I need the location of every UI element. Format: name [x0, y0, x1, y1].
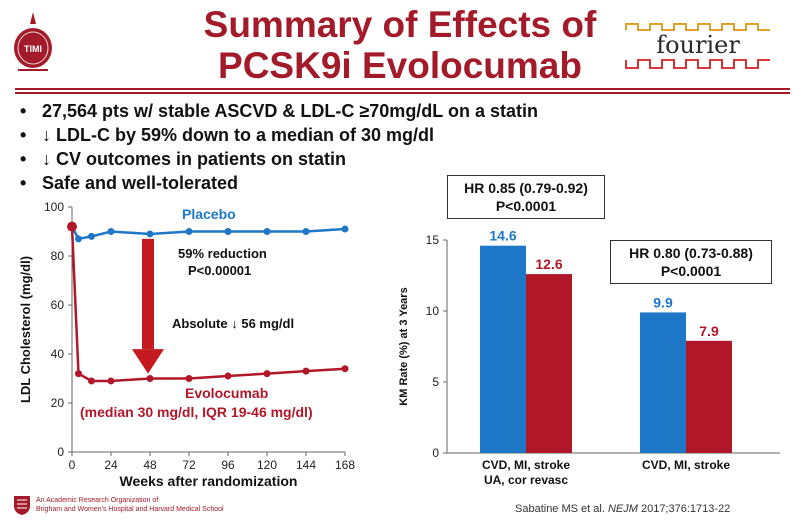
fourier-logo: fourier	[625, 23, 770, 69]
x-tick-label: 168	[335, 458, 355, 472]
bullet-item: • ↓ CV outcomes in patients on statin	[20, 149, 347, 169]
category-label: CVD, MI, stroke	[642, 458, 730, 472]
series-line-evolocumab	[70, 226, 346, 383]
y-tick-label: 10	[426, 304, 440, 318]
bar-1-0	[640, 312, 686, 453]
series-point-evolocumab	[341, 365, 349, 373]
y-tick-label: 20	[51, 396, 65, 410]
reduction-arrow-head	[132, 349, 164, 374]
y-tick-label: 5	[432, 375, 439, 389]
hr-box-primary-hr: HR 0.85 (0.79-0.92)	[464, 180, 588, 196]
bar-0-0	[480, 245, 526, 453]
placebo-label: Placebo	[182, 206, 236, 222]
series-point-placebo	[263, 228, 271, 235]
x-tick-label: 24	[104, 458, 118, 472]
evolocumab-sublabel: (median 30 mg/dl, IQR 19-46 mg/dl)	[80, 404, 313, 420]
x-tick-label: 144	[296, 458, 316, 472]
series-point-evolocumab	[224, 372, 232, 380]
series-point-evolocumab	[185, 375, 193, 382]
footer-organization: An Academic Research Organization of Bri…	[36, 497, 224, 513]
y-tick-label: 60	[51, 298, 65, 312]
series-point-evolocumab	[107, 377, 115, 385]
fourier-logo-text: fourier	[656, 31, 740, 59]
y-axis-label: LDL Cholesterol (mg/dl)	[18, 256, 33, 403]
bullet-list: • 27,564 pts w/ stable ASCVD & LDL-C ≥70m…	[20, 99, 538, 195]
x-tick-label: 120	[257, 458, 277, 472]
title-rule-top	[15, 88, 790, 90]
x-tick-label: 48	[143, 458, 157, 472]
slide-title-line-2: PCSK9i Evolocumab	[218, 45, 582, 86]
series-point-placebo	[88, 232, 95, 240]
bar-value-label: 7.9	[699, 323, 719, 339]
reduction-label: 59% reduction	[178, 246, 267, 261]
y-tick-label: 40	[51, 347, 65, 361]
series-point-evolocumab	[263, 370, 271, 378]
absolute-label: Absolute ↓ 56 mg/dl	[172, 316, 294, 331]
evolocumab-label: Evolocumab	[185, 385, 268, 401]
reduction-p-label: P<0.00001	[188, 263, 251, 278]
x-axis-label: Weeks after randomization	[120, 473, 298, 489]
bar-0-1	[526, 274, 572, 453]
km-rate-bar-chart: 0 5 10 15 KM Rate (%) at 3 Years CVD, MI, str…	[398, 228, 780, 487]
series-point-placebo	[75, 235, 82, 243]
series-line-placebo	[70, 226, 346, 241]
title-rule-bottom	[15, 92, 790, 94]
bar-1-1	[686, 340, 732, 453]
harvard-shield-icon	[14, 496, 30, 515]
hr-box-secondary: HR 0.80 (0.73-0.88) P<0.0001	[610, 240, 772, 284]
y-tick-label: 15	[426, 233, 440, 247]
y-tick-label: 0	[432, 446, 439, 460]
y-tick-label: 0	[57, 445, 64, 459]
series-point-evolocumab	[302, 367, 310, 375]
series-point-placebo	[146, 230, 154, 238]
hr-box-secondary-hr: HR 0.80 (0.73-0.88)	[629, 245, 753, 261]
y-tick-label: 100	[44, 200, 64, 214]
hr-box-primary: HR 0.85 (0.79-0.92) P<0.0001	[447, 175, 605, 219]
bullet-item: • 27,564 pts w/ stable ASCVD & LDL-C ≥70m…	[20, 101, 538, 121]
hr-box-primary-p: P<0.0001	[495, 198, 557, 214]
slide-title-line-1: Summary of Effects of	[203, 4, 597, 45]
bullet-item: • ↓ LDL-C by 59% down to a median of 30 m…	[20, 125, 435, 145]
series-point-evolocumab	[146, 375, 154, 382]
bullet-item: • Safe and well-tolerated	[20, 173, 239, 193]
hr-box-secondary-p: P<0.0001	[660, 263, 722, 279]
reduction-arrow-shaft	[142, 238, 154, 350]
series-point-placebo	[185, 228, 193, 235]
bar-value-label: 14.6	[489, 228, 516, 244]
timi-logo-text: TIMI	[24, 44, 42, 54]
series-point-evolocumab	[88, 377, 95, 385]
x-tick-label: 0	[69, 458, 76, 472]
baseline-point	[67, 221, 77, 232]
ldl-line-chart: 0 20 40 60 80 100 0 24 48 72 96 120 144 168 Weeks afte…	[18, 200, 355, 489]
category-label: UA, cor revasc	[484, 473, 568, 487]
series-point-placebo	[302, 228, 310, 235]
bar-value-label: 9.9	[653, 294, 673, 310]
y-axis-label: KM Rate (%) at 3 Years	[398, 287, 410, 405]
y-tick-label: 80	[51, 249, 65, 263]
series-point-placebo	[224, 228, 232, 235]
citation: Sabatine MS et al. NEJM 2017;376:1713-22	[515, 503, 731, 515]
x-tick-label: 96	[221, 458, 235, 472]
x-tick-label: 72	[182, 458, 196, 472]
series-point-placebo	[341, 225, 349, 233]
category-label: CVD, MI, stroke	[482, 458, 570, 472]
timi-logo: TIMI	[14, 12, 52, 71]
bar-value-label: 12.6	[535, 256, 562, 272]
series-point-evolocumab	[75, 370, 82, 378]
series-point-placebo	[107, 228, 115, 235]
